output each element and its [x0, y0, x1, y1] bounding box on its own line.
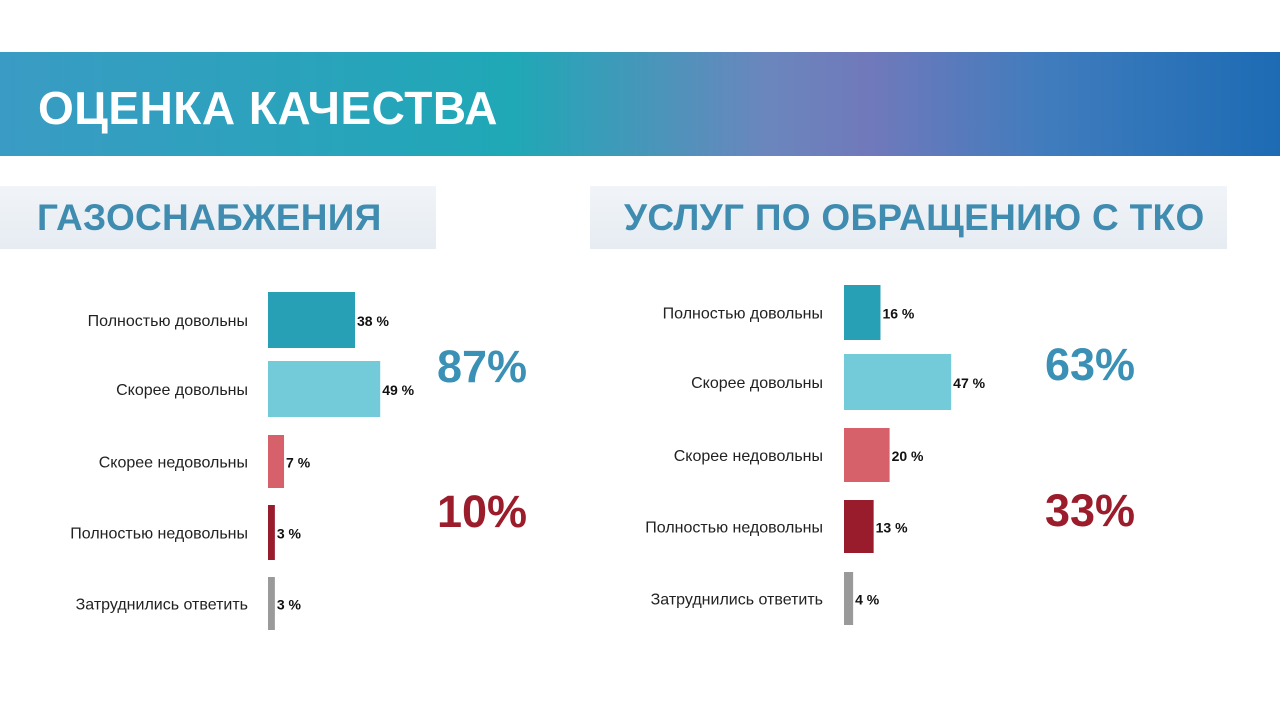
- waste-value-label-2: 47 %: [953, 375, 985, 391]
- title-banner: ОЦЕНКА КАЧЕСТВА: [0, 52, 1280, 156]
- gas-value-label-3: 7 %: [286, 455, 311, 471]
- waste-bar-5: [844, 572, 854, 625]
- waste-satisfied-total: 63%: [1045, 339, 1135, 390]
- waste-category-label-2: Скорее довольны: [691, 375, 823, 392]
- gas-category-label-5: Затруднились ответить: [76, 597, 248, 614]
- gas-category-label-1: Полностью довольны: [88, 313, 248, 330]
- waste-bar-1: [844, 285, 881, 340]
- waste-value-label-3: 20 %: [892, 448, 924, 464]
- waste-section-header: УСЛУГ ПО ОБРАЩЕНИЮ С ТКО: [590, 186, 1227, 249]
- waste-category-label-3: Скорее недовольны: [674, 448, 823, 465]
- waste-category-label-5: Затруднились ответить: [651, 592, 823, 609]
- gas-value-label-4: 3 %: [277, 526, 302, 542]
- waste-value-label-5: 4 %: [855, 592, 880, 608]
- gas-chart-title: ГАЗОСНАБЖЕНИЯ: [37, 197, 382, 238]
- gas-category-label-2: Скорее довольны: [116, 382, 248, 399]
- page-title: ОЦЕНКА КАЧЕСТВА: [38, 82, 498, 134]
- waste-dissatisfied-total: 33%: [1045, 485, 1135, 536]
- waste-chart-title: УСЛУГ ПО ОБРАЩЕНИЮ С ТКО: [624, 197, 1205, 238]
- waste-bar-2: [844, 354, 952, 410]
- waste-bar-4: [844, 500, 874, 553]
- gas-category-label-3: Скорее недовольны: [99, 455, 248, 472]
- gas-bar-3: [268, 435, 285, 488]
- gas-category-label-4: Полностью недовольны: [70, 526, 248, 543]
- waste-value-label-1: 16 %: [882, 306, 914, 322]
- waste-value-label-4: 13 %: [876, 520, 908, 536]
- gas-value-label-5: 3 %: [277, 597, 302, 613]
- gas-satisfied-total: 87%: [437, 341, 527, 392]
- gas-bar-1: [268, 292, 356, 348]
- waste-bar-3: [844, 428, 890, 482]
- gas-bar-2: [268, 361, 381, 417]
- gas-bar-5: [268, 577, 275, 630]
- gas-value-label-2: 49 %: [382, 382, 414, 398]
- gas-dissatisfied-total: 10%: [437, 486, 527, 537]
- waste-category-label-1: Полностью довольны: [663, 306, 823, 323]
- waste-category-label-4: Полностью недовольны: [645, 520, 823, 537]
- gas-section-header: ГАЗОСНАБЖЕНИЯ: [0, 186, 436, 249]
- gas-bar-4: [268, 505, 275, 560]
- gas-value-label-1: 38 %: [357, 313, 389, 329]
